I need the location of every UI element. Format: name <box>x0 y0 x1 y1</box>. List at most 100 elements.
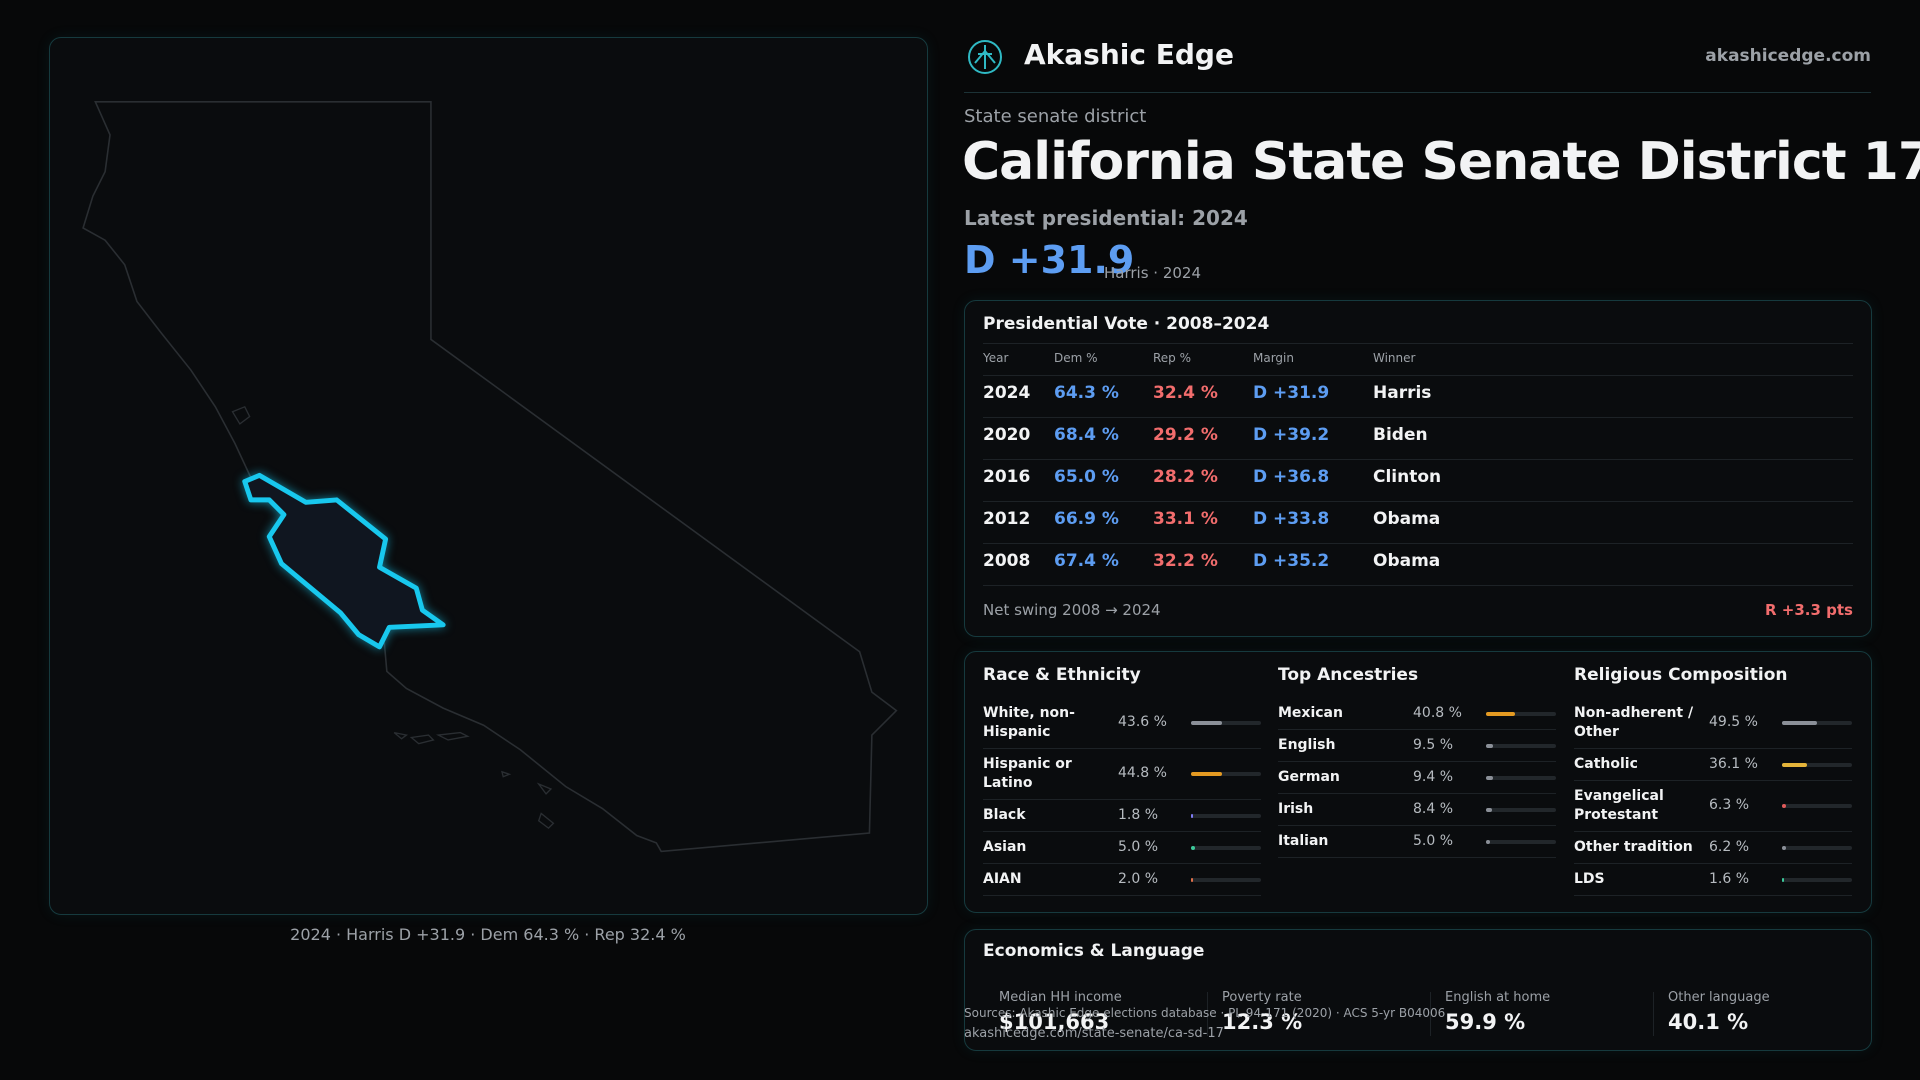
row-value: 8.4 % <box>1413 800 1454 817</box>
bar-track <box>1486 711 1556 716</box>
row-value: 2.0 % <box>1118 870 1159 887</box>
row-label: Evangelical Protestant <box>1574 788 1664 823</box>
district-kind: State senate district <box>964 106 1147 127</box>
bar-track <box>1191 813 1261 818</box>
column-header: Rep % <box>1153 351 1192 365</box>
divider <box>983 831 1261 832</box>
table-cell: D +33.8 <box>1253 509 1330 529</box>
stat-label: Poverty rate <box>1222 990 1302 1005</box>
row-value: 9.4 % <box>1413 768 1454 785</box>
panel-title: Religious Composition <box>1574 665 1788 685</box>
row-value: 1.6 % <box>1709 870 1750 887</box>
bar-track <box>1486 775 1556 780</box>
bar-track <box>1486 839 1556 844</box>
table-cell: D +36.8 <box>1253 467 1330 487</box>
table-cell: D +39.2 <box>1253 425 1330 445</box>
panel-title: Economics & Language <box>983 941 1205 961</box>
stat-label: Other language <box>1668 990 1770 1005</box>
stat-value: $101,663 <box>999 1010 1110 1034</box>
divider <box>1574 748 1852 749</box>
stat-value: 12.3 % <box>1222 1010 1303 1034</box>
stat-value: 40.1 % <box>1668 1010 1749 1034</box>
table-cell: Biden <box>1373 425 1428 445</box>
table-cell: Obama <box>1373 509 1441 529</box>
divider <box>983 799 1261 800</box>
table-cell: 33.1 % <box>1153 509 1218 529</box>
swing-label: Net swing 2008 → 2024 <box>983 601 1161 619</box>
bar-track <box>1782 762 1852 767</box>
row-value: 1.8 % <box>1118 806 1159 823</box>
table-cell: 67.4 % <box>1054 551 1119 571</box>
divider <box>1207 992 1208 1036</box>
table-cell: 68.4 % <box>1054 425 1119 445</box>
row-label: White, non-Hispanic <box>983 705 1075 740</box>
column-header: Year <box>983 351 1009 365</box>
row-label: Irish <box>1278 801 1314 817</box>
bar <box>1782 721 1817 725</box>
column-header: Margin <box>1253 351 1294 365</box>
table-cell: 64.3 % <box>1054 383 1119 403</box>
bar-track <box>1782 804 1852 808</box>
sources-line: Sources: Akashic Edge elections database… <box>964 1006 1446 1020</box>
row-value: 6.3 % <box>1709 797 1750 813</box>
row-label: Non-adherent / Other <box>1574 705 1694 740</box>
stat-label: Median HH income <box>999 990 1122 1005</box>
bar <box>1486 807 1492 812</box>
row-value: 49.5 % <box>1709 714 1758 730</box>
divider <box>1278 761 1556 762</box>
bar <box>1191 772 1223 776</box>
table-cell: 32.4 % <box>1153 383 1218 403</box>
divider <box>964 92 1871 93</box>
state-outline <box>82 101 898 853</box>
bar <box>1191 845 1195 850</box>
divider <box>1278 825 1556 826</box>
logo <box>968 40 1002 74</box>
divider <box>1574 831 1852 832</box>
table-cell: Obama <box>1373 551 1441 571</box>
row-label: Asian <box>983 839 1027 855</box>
column-header: Winner <box>1373 351 1416 365</box>
bar <box>1782 804 1787 808</box>
row-value: 43.6 % <box>1118 714 1167 730</box>
divider <box>1278 857 1556 858</box>
bar-track <box>1191 721 1261 725</box>
economics-panel: Economics & Language Median HH income $10… <box>964 929 1872 1051</box>
row-value: 44.8 % <box>1118 765 1167 781</box>
panel-title: Race & Ethnicity <box>983 665 1141 685</box>
bar <box>1191 813 1193 818</box>
presidential-panel: Presidential Vote · 2008–2024 Net swing … <box>964 300 1872 637</box>
divider <box>983 895 1261 896</box>
row-label: Other tradition <box>1574 839 1693 855</box>
bar <box>1782 762 1808 767</box>
table-cell: 2008 <box>983 551 1031 571</box>
bar-track <box>1191 845 1261 850</box>
divider <box>983 585 1853 586</box>
bar-track <box>1782 877 1852 882</box>
divider <box>983 459 1853 460</box>
demographics-panel: Race & Ethnicity White, non-Hispanic 43.6 … <box>964 651 1872 913</box>
divider <box>983 343 1853 344</box>
divider <box>1278 793 1556 794</box>
sources-url[interactable]: akashicedge.com/state-senate/ca-sd-17 <box>964 1026 1224 1041</box>
bar-track <box>1191 772 1261 776</box>
bar <box>1191 877 1193 882</box>
panel-title: Presidential Vote · 2008–2024 <box>983 314 1270 334</box>
bar-track <box>1191 877 1261 882</box>
site-url[interactable]: akashicedge.com <box>1705 46 1871 66</box>
row-label: AIAN <box>983 871 1022 887</box>
table-cell: Clinton <box>1373 467 1442 487</box>
divider <box>1430 992 1431 1036</box>
divider <box>1653 992 1654 1036</box>
row-value: 5.0 % <box>1413 832 1454 849</box>
table-cell: 28.2 % <box>1153 467 1218 487</box>
table-cell: Harris <box>1373 383 1432 403</box>
row-label: LDS <box>1574 871 1605 887</box>
table-cell: 2012 <box>983 509 1031 529</box>
table-cell: 66.9 % <box>1054 509 1119 529</box>
bar <box>1486 839 1490 844</box>
bar <box>1782 845 1787 850</box>
stat-label: English at home <box>1445 990 1551 1005</box>
table-cell: 2020 <box>983 425 1031 445</box>
